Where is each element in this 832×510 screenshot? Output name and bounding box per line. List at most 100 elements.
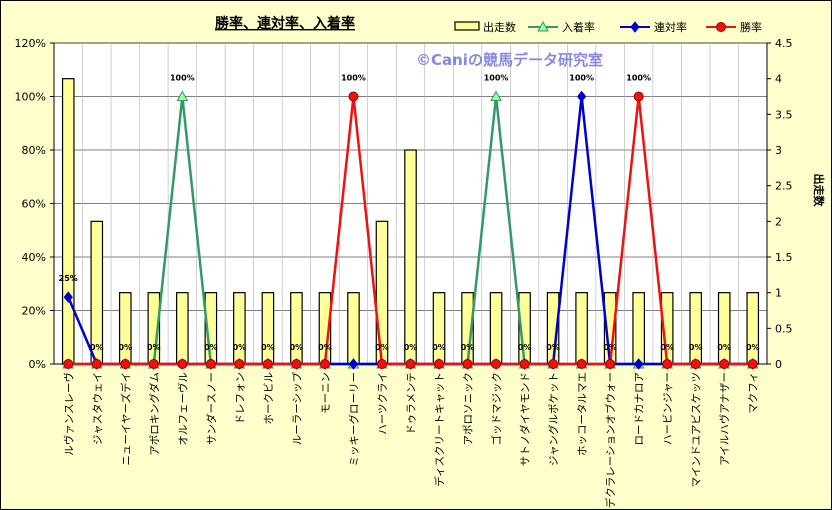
bar <box>632 292 645 365</box>
y-tick-label: 40% <box>22 251 46 264</box>
y2-axis-title: 出走数 <box>812 174 826 208</box>
x-tick-label: サトノダイヤモンド <box>519 372 532 466</box>
x-tick-label: ドレフォン <box>234 372 246 425</box>
bar <box>347 292 360 365</box>
legend-label: 連対率 <box>654 20 687 34</box>
data-label: 0% <box>432 343 446 352</box>
line-point <box>605 359 616 369</box>
x-tick-label: ドゥラメンテ <box>406 372 418 435</box>
x-tick-label: ホッコータルマエ <box>577 372 589 456</box>
x-tick-label: オルフェーヴル <box>176 372 189 446</box>
y-tick-label: 100% <box>15 91 46 104</box>
y-tick-label: 80% <box>22 144 46 157</box>
y-tick-label: 20% <box>22 305 46 318</box>
x-tick-label: アイルハヴアナザー <box>718 372 731 466</box>
x-tick-label: モーニン <box>320 372 332 414</box>
bar <box>233 292 246 365</box>
y2-tick-label: 4.5 <box>775 37 793 50</box>
x-tick-label: マインドユアビスケッツ <box>691 372 703 488</box>
bar <box>118 292 132 365</box>
x-tick-label: ハーツクライ <box>377 372 389 435</box>
data-label: 0% <box>90 343 104 352</box>
bar <box>176 292 189 365</box>
x-tick-label: マクフィ <box>748 372 760 414</box>
line-point <box>348 91 359 102</box>
line-point <box>576 90 587 103</box>
bar <box>404 149 417 365</box>
x-tick-label: ジャスタウェイ <box>92 372 104 445</box>
line-point <box>537 20 549 32</box>
bar <box>689 292 703 365</box>
y-tick-label: 120% <box>15 37 46 50</box>
line-point <box>716 22 726 32</box>
chart-title: 勝率、連対率、入着率 <box>215 15 355 32</box>
x-tick-label: アポロソニック <box>463 372 475 446</box>
data-label: 100% <box>341 74 366 83</box>
x-tick-label: ミッキーグローリー <box>347 372 360 467</box>
line-point <box>291 359 302 369</box>
line-point <box>747 359 758 369</box>
bar <box>61 78 75 365</box>
line-point <box>519 359 530 369</box>
line-point <box>633 91 644 102</box>
data-label: 0% <box>518 343 532 352</box>
data-label: 0% <box>290 343 304 352</box>
x-tick-label: ジャングルポケット <box>547 372 560 466</box>
x-tick-label: デクラレーションオブウォー <box>604 372 617 508</box>
line-point <box>634 358 644 370</box>
x-tick-label: アポロキングダム <box>148 372 161 456</box>
data-label: 0% <box>147 343 161 352</box>
y2-tick-label: 0 <box>775 358 782 371</box>
line-point <box>490 90 502 101</box>
x-tick-label: ホークビル <box>263 372 275 425</box>
line-point <box>63 291 73 303</box>
line-point <box>690 359 701 369</box>
legend-label: 勝率 <box>740 20 762 34</box>
data-label: 100% <box>569 74 594 83</box>
line-point <box>491 359 502 369</box>
x-tick-label: ロードカナロア <box>634 372 646 446</box>
x-tick-label: ハービンジャー <box>662 372 674 445</box>
line-point <box>662 359 673 369</box>
y2-tick-label: 3 <box>775 144 782 157</box>
data-label: 0% <box>461 343 475 352</box>
line-point <box>576 359 587 369</box>
legend-label: 入着率 <box>562 20 595 34</box>
data-label: 0% <box>233 343 247 352</box>
x-tick-label: ニューイヤーズデイ <box>119 372 132 466</box>
y2-tick-label: 3.5 <box>775 108 793 121</box>
x-tick-label: サンダースノー <box>205 372 218 445</box>
data-label: 0% <box>660 343 674 352</box>
data-label: 0% <box>404 343 418 352</box>
line-point <box>205 359 216 369</box>
y2-tick-label: 2.5 <box>775 180 793 193</box>
line-point <box>177 359 188 369</box>
x-tick-label: ルーラーシップ <box>291 372 303 446</box>
data-label: 100% <box>626 74 651 83</box>
x-tick-label: ゴッドマジック <box>490 372 503 446</box>
line-point <box>376 359 387 369</box>
y2-tick-label: 1 <box>775 287 782 300</box>
legend-swatch <box>454 21 480 31</box>
line-point <box>120 359 131 369</box>
legend-label: 出走数 <box>483 20 516 34</box>
y-tick-label: 0% <box>29 358 46 371</box>
y2-tick-label: 4 <box>775 73 782 86</box>
y2-tick-label: 0.5 <box>775 322 793 335</box>
bar <box>489 292 503 365</box>
line-point <box>319 359 330 369</box>
y2-tick-label: 1.5 <box>775 251 793 264</box>
line-point <box>63 359 74 369</box>
data-label: 0% <box>261 343 275 352</box>
data-label: 0% <box>603 343 617 352</box>
line-point <box>548 359 559 369</box>
line-point <box>348 358 359 370</box>
data-label: 25% <box>59 274 78 283</box>
data-label: 0% <box>689 343 703 352</box>
data-label: 0% <box>546 343 560 352</box>
data-label: 100% <box>170 74 195 83</box>
bar <box>575 292 588 365</box>
line-point <box>462 359 473 369</box>
watermark-text: ©Caniの競馬データ研究室 <box>416 51 603 69</box>
line-point <box>630 21 640 33</box>
